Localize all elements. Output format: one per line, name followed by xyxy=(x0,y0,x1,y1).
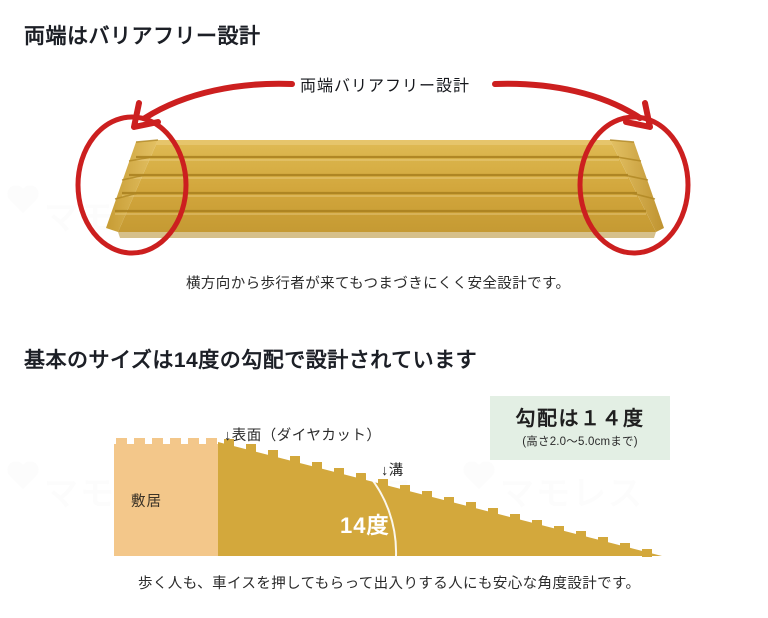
sill-block xyxy=(114,444,218,556)
angle-arc xyxy=(365,471,398,557)
watermark-heart-icon xyxy=(6,186,40,216)
section-caption-barrier-free: 横方向から歩行者が来てもつまづきにくく安全設計です。 xyxy=(186,276,571,292)
note-groove: ↓溝 xyxy=(381,463,404,479)
sill-label: 敷居 xyxy=(131,494,162,510)
gradient-callout-box: 勾配は１４度 (高さ2.0〜5.0cmまで) xyxy=(490,396,670,460)
note-surface-diamond-cut: ↓表面（ダイヤカット） xyxy=(224,428,382,444)
watermark-heart-icon xyxy=(6,462,40,492)
gradient-callout-subtitle: (高さ2.0〜5.0cmまで) xyxy=(522,435,638,448)
angle-value-label: 14度 xyxy=(340,513,390,538)
ramp-wedge xyxy=(218,442,662,556)
ramp-product-illustration xyxy=(106,139,664,238)
slope-cross-section-diagram xyxy=(114,438,662,557)
section-caption-gradient: 歩く人も、車イスを押してもらって出入りする人にも安心な角度設計です。 xyxy=(138,576,641,592)
callout-label-barrier-free: 両端バリアフリー設計 xyxy=(300,78,471,95)
section-heading-barrier-free: 両端はバリアフリー設計 xyxy=(24,25,261,48)
section-heading-gradient: 基本のサイズは14度の勾配で設計されています xyxy=(24,349,478,372)
gradient-callout-title: 勾配は１４度 xyxy=(515,407,645,430)
